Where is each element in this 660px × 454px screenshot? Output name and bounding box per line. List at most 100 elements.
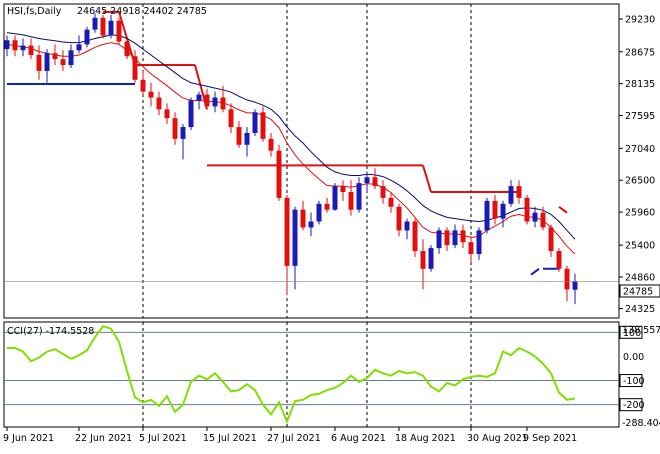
price-tick-label: 28675 — [625, 47, 655, 58]
candle-body — [333, 186, 338, 210]
cci-tick-label: -200 — [623, 400, 645, 411]
candle — [253, 109, 258, 136]
candle — [117, 18, 122, 45]
candle-body — [309, 222, 314, 228]
x-tick-label: 30 Aug 2021 — [467, 433, 528, 444]
candle-body — [381, 186, 386, 198]
price-tick-label: 25400 — [625, 241, 655, 252]
candle-body — [45, 53, 50, 71]
candle-body — [525, 198, 530, 222]
candle-body — [285, 198, 290, 266]
candle-body — [565, 269, 570, 290]
x-tick-label: 9 Sep 2021 — [523, 433, 577, 444]
candle — [277, 145, 282, 201]
candle-body — [301, 210, 306, 228]
candle — [429, 245, 434, 272]
candle-body — [141, 80, 146, 92]
candle-body — [477, 230, 482, 254]
candle-body — [325, 204, 330, 210]
candle-body — [53, 53, 58, 59]
candle-body — [373, 177, 378, 186]
candle-body — [261, 112, 266, 139]
candle-body — [413, 222, 418, 252]
candle-body — [85, 30, 90, 45]
candle-body — [493, 201, 498, 219]
x-tick-label: 27 Jul 2021 — [267, 433, 321, 444]
candle-body — [109, 21, 114, 36]
candle-body — [205, 95, 210, 107]
candle-body — [405, 222, 410, 231]
candle-body — [509, 186, 514, 204]
price-tick-label: 24325 — [625, 304, 655, 315]
price-tick-label: 27595 — [625, 111, 655, 122]
x-tick-label: 18 Aug 2021 — [395, 433, 456, 444]
candle-body — [437, 230, 442, 248]
candle-body — [229, 109, 234, 127]
candle-body — [117, 21, 122, 42]
candle-body — [221, 98, 226, 110]
candle-body — [245, 133, 250, 145]
candle-body — [237, 127, 242, 145]
candle-body — [501, 204, 506, 219]
candle-body — [125, 41, 130, 56]
candle-body — [5, 40, 10, 49]
candle-body — [541, 213, 546, 228]
candle-body — [149, 92, 154, 98]
price-tick-label: 28135 — [625, 79, 655, 90]
candle-body — [517, 186, 522, 198]
candle-body — [253, 112, 258, 133]
candle-body — [389, 198, 394, 207]
candle-body — [573, 281, 578, 289]
candle-body — [549, 227, 554, 251]
candle-body — [77, 44, 82, 50]
cci-title: CCI(27) -174.5528 — [7, 326, 94, 337]
candle-body — [357, 183, 362, 210]
candle-body — [133, 56, 138, 80]
candle — [485, 198, 490, 233]
candle-body — [485, 201, 490, 231]
x-tick-label: 22 Jun 2021 — [75, 433, 132, 444]
candle-body — [189, 100, 194, 127]
candle-body — [165, 109, 170, 118]
price-tick-label: 24860 — [625, 273, 655, 284]
candle-body — [21, 46, 26, 51]
cci-tick-label: -100 — [623, 376, 645, 387]
candle-body — [101, 18, 106, 36]
candle-body — [29, 46, 34, 55]
candle-body — [341, 186, 346, 192]
candle-body — [469, 242, 474, 254]
symbol-label: HSI,fs,Daily — [7, 6, 62, 17]
candle — [125, 38, 130, 59]
candle-body — [61, 59, 66, 65]
cci-tick-label: 0.00 — [623, 352, 644, 363]
x-tick-label: 5 Jul 2021 — [139, 433, 187, 444]
candle — [85, 27, 90, 48]
x-tick-label: 9 Jun 2021 — [3, 433, 54, 444]
candle-body — [557, 251, 562, 269]
candle — [101, 15, 106, 39]
last-price-label: 24785 — [623, 287, 653, 298]
candle-body — [461, 230, 466, 242]
candle-body — [365, 177, 370, 183]
candle-body — [213, 98, 218, 107]
candle-body — [293, 210, 298, 266]
candle-body — [397, 207, 402, 231]
candle — [525, 195, 530, 225]
price-tick-label: 27040 — [625, 144, 655, 155]
candle-body — [317, 204, 322, 222]
price-tick-label: 29230 — [625, 14, 655, 25]
cci-top-label: 138.557 — [622, 325, 660, 336]
candle-body — [157, 98, 162, 110]
candle-body — [349, 192, 354, 210]
candle — [189, 98, 194, 130]
candle-body — [453, 230, 458, 245]
cci-bottom-label: -288.404 — [622, 418, 660, 429]
candle-body — [173, 118, 178, 139]
candle-body — [13, 40, 18, 50]
candle-body — [181, 127, 186, 139]
candle-body — [197, 95, 202, 101]
ohlc-label: 24645 24918 24402 24785 — [77, 6, 207, 17]
candle-body — [533, 213, 538, 222]
